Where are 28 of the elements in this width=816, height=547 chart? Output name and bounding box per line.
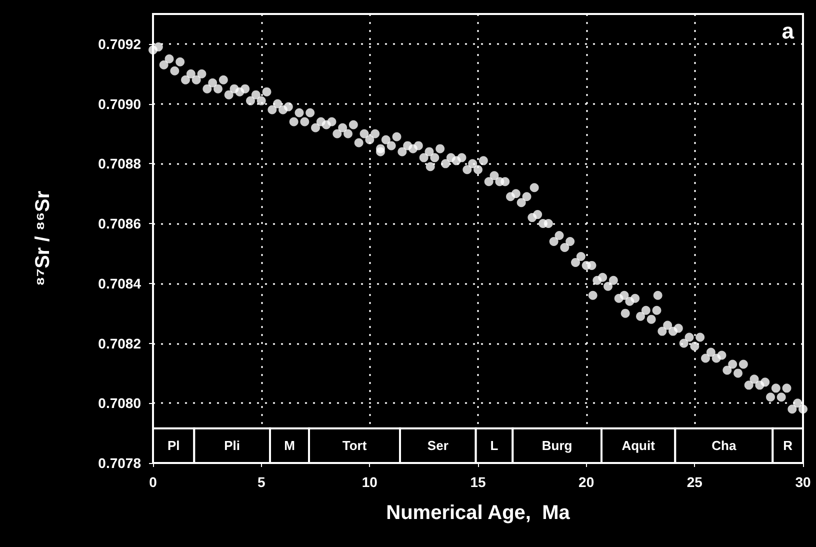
y-tick-label: 0.7090 [98, 96, 142, 112]
y-tick-label: 0.7088 [98, 156, 142, 172]
x-tick-label: 5 [257, 474, 266, 490]
y-tick-label: 0.7080 [98, 395, 142, 412]
x-tick-label: 15 [470, 474, 486, 490]
band-label: Pli [224, 438, 240, 454]
band-label: Pl [167, 438, 180, 454]
y-tick-label: 0.7086 [98, 216, 142, 232]
band-label: Burg [542, 438, 572, 454]
band-label: Aquit [622, 438, 656, 454]
x-tick-label: 10 [362, 474, 378, 490]
annotation: a [782, 18, 795, 44]
band-label: M [284, 438, 295, 454]
y-tick-label: 0.7084 [98, 275, 142, 292]
band-label: Cha [712, 438, 737, 454]
x-tick-label: 20 [578, 474, 594, 490]
y-tick-label: 0.7092 [98, 36, 142, 52]
y-axis-title: ⁸⁷Sr / ⁸⁶Sr [32, 190, 54, 286]
x-axis-title: Numerical Age, Ma [386, 502, 571, 524]
x-tick-label: 25 [686, 474, 703, 490]
band-label: Ser [427, 438, 448, 454]
y-tick-label: 0.7082 [98, 335, 142, 352]
x-tick-label: 0 [149, 474, 158, 490]
band-label: Tort [342, 438, 368, 454]
y-tick-label: 0.7078 [98, 455, 142, 471]
band-label: R [783, 438, 794, 454]
x-tick-label: 30 [795, 474, 811, 490]
band-label: L [490, 438, 498, 454]
